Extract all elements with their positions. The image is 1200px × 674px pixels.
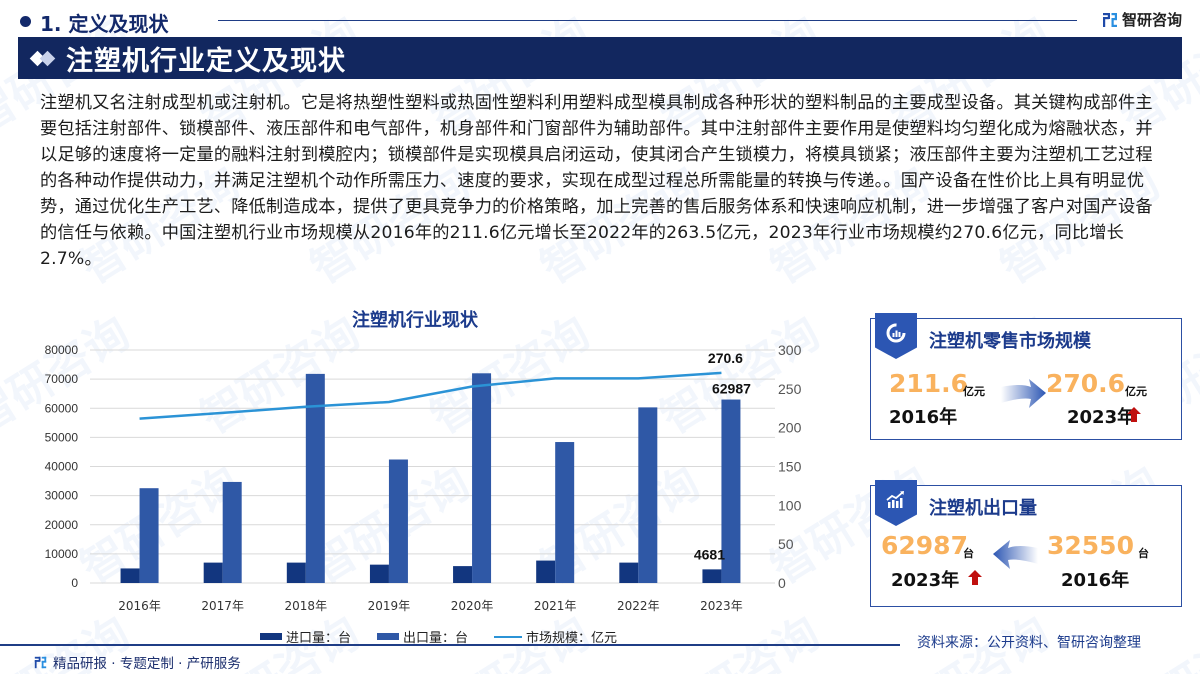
export-new-value: 62987 [881, 531, 968, 560]
legend-label: 出口量：台 [403, 631, 469, 646]
left-axis-tick: 0 [71, 576, 78, 590]
export-bar [555, 442, 575, 583]
section-header: 1. 定义及现状 智研咨询 [18, 6, 1182, 36]
arrow-right-icon [1001, 379, 1046, 408]
right-axis-tick: 50 [778, 536, 794, 552]
retail-to-unit: 亿元 [1125, 385, 1147, 398]
left-axis-tick: 50000 [45, 430, 79, 444]
import-bar [286, 562, 306, 583]
retail-from-year: 2016年 [889, 407, 958, 428]
import-bar [203, 562, 223, 583]
left-axis-tick: 40000 [45, 460, 79, 474]
export-bar [472, 373, 492, 583]
bullet-dot-icon [20, 16, 31, 27]
export-new-year: 2023年 [891, 570, 960, 591]
card-badge [875, 480, 917, 526]
export-bar [139, 488, 159, 583]
brand-name: 智研咨询 [1121, 11, 1182, 29]
annotation-export-2023: 62987 [712, 381, 751, 397]
diamond-icon [29, 50, 56, 66]
export-bar [388, 459, 408, 583]
x-axis-label: 2023年 [700, 599, 743, 613]
chart-svg: 0 10000 20000 30000 40000 50000 60000 70000 8000… [45, 342, 802, 613]
export-old-year: 2016年 [1061, 570, 1130, 591]
export-bar [305, 373, 325, 583]
legend-label: 市场规模：亿元 [526, 631, 618, 646]
export-new-unit: 台 [963, 547, 974, 560]
banner-title: 注塑机行业定义及现状 [66, 45, 346, 77]
x-axis-label: 2020年 [451, 599, 494, 613]
x-axis-label: 2022年 [617, 599, 660, 613]
export-old-unit: 台 [1138, 547, 1149, 560]
annotation-import-2023: 4681 [694, 546, 725, 562]
market-size-line [139, 371, 722, 420]
left-axis-tick: 20000 [45, 518, 79, 532]
import-bar [702, 569, 722, 583]
legend-item-import: 进口量：台 [260, 627, 351, 646]
red-up-arrow-icon [1127, 407, 1141, 422]
footer-slogan: 精品研报 · 专题定制 · 产研服务 [34, 652, 241, 672]
x-axis-label: 2018年 [285, 599, 328, 613]
card-title: 注塑机零售市场规模 [929, 331, 1091, 352]
retail-to-value: 270.6 [1046, 369, 1126, 398]
right-axis-tick: 300 [778, 342, 802, 358]
export-bar [721, 399, 741, 583]
brand-logo: 智研咨询 [1102, 9, 1182, 30]
import-bar [120, 568, 140, 583]
x-axis-label: 2019年 [368, 599, 411, 613]
legend-item-market: 市场规模：亿元 [494, 627, 617, 646]
title-banner: 注塑机行业定义及现状 [18, 37, 1182, 79]
annotation-market-2023: 270.6 [708, 350, 743, 366]
source-note: 资料来源：公开资料、智研咨询整理 [917, 635, 1141, 651]
left-axis-tick: 70000 [45, 372, 79, 386]
export-volume-card: 注塑机出口量 62987 台 2023年 32550 台 2016年 [870, 480, 1182, 607]
section-title: 1. 定义及现状 [40, 12, 169, 36]
retail-market-card: 注塑机零售市场规模 211.6 亿元 2016年 270.6 亿元 2023年 [870, 313, 1182, 440]
right-axis-tick: 250 [778, 381, 802, 397]
import-bar [619, 562, 639, 583]
import-bar [369, 564, 389, 583]
left-axis-tick: 10000 [45, 547, 79, 561]
combo-chart: 0 10000 20000 30000 40000 50000 60000 70000 8000… [20, 330, 820, 630]
import-bar [536, 560, 556, 583]
import-swatch [260, 633, 282, 640]
retail-from-unit: 亿元 [963, 385, 985, 398]
footer-divider [0, 644, 900, 646]
retail-from-value: 211.6 [889, 369, 969, 398]
market-line-swatch [494, 635, 523, 638]
header-divider [218, 20, 1077, 21]
export-bar [638, 407, 658, 583]
right-axis-tick: 200 [778, 420, 802, 436]
legend-label: 进口量：台 [286, 631, 352, 646]
retail-to-year: 2023年 [1067, 407, 1136, 428]
chart-legend: 进口量：台 出口量：台 市场规模：亿元 [260, 627, 617, 646]
zhiyan-logo-icon [1102, 12, 1117, 27]
left-axis-tick: 30000 [45, 489, 79, 503]
x-axis-label: 2021年 [534, 599, 577, 613]
right-axis-tick: 150 [778, 459, 802, 475]
chart-title: 注塑机行业现状 [352, 310, 478, 331]
right-axis-tick: 0 [778, 575, 786, 591]
footer-divider-right [850, 644, 885, 645]
export-old-value: 32550 [1047, 531, 1134, 560]
card-badge [875, 313, 917, 359]
left-axis-tick: 80000 [45, 343, 79, 357]
export-swatch [377, 633, 400, 640]
zhiyan-logo-icon [34, 656, 47, 668]
intro-paragraph: 注塑机又名注射成型机或注射机。它是将热塑性塑料或热固性塑料利用塑料成型模具制成各… [40, 93, 1153, 269]
donut-chart-icon [886, 323, 906, 343]
x-axis-label: 2017年 [201, 599, 244, 613]
right-axis-tick: 100 [778, 497, 802, 513]
card-title: 注塑机出口量 [929, 498, 1037, 519]
trend-up-chart-icon [886, 491, 904, 508]
left-axis-tick: 60000 [45, 401, 79, 415]
arrow-left-icon [993, 540, 1038, 569]
export-bar [222, 481, 242, 583]
legend-item-export: 出口量：台 [377, 627, 468, 646]
red-up-arrow-icon [968, 570, 982, 585]
import-bar [453, 566, 473, 583]
footer-slogan-text: 精品研报 · 专题定制 · 产研服务 [53, 656, 241, 672]
x-axis-label: 2016年 [118, 599, 161, 613]
